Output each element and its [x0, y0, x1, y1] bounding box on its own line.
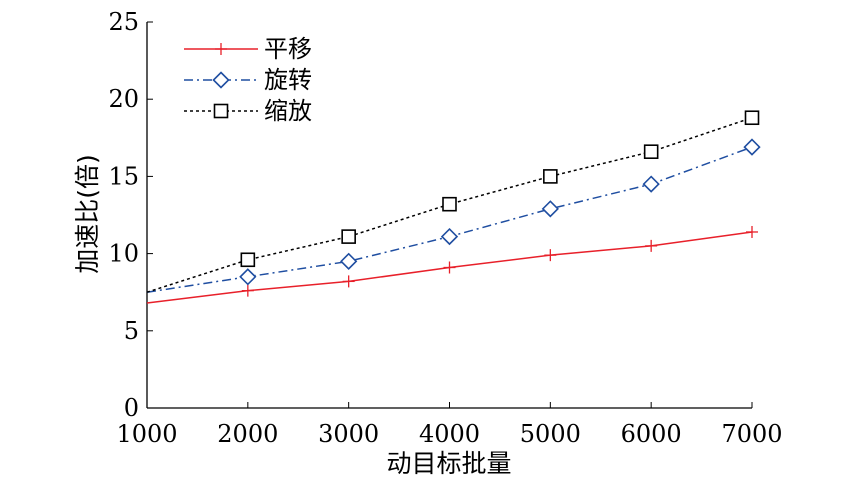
legend-item-旋转: 旋转: [184, 66, 312, 94]
y-tick-label: 10: [108, 240, 139, 268]
series-缩放: [146, 110, 760, 293]
legend-item-缩放: 缩放: [184, 97, 312, 125]
data-point: [341, 229, 356, 244]
series-旋转: [146, 138, 761, 293]
data-point: [645, 239, 658, 252]
x-tick-label: 5000: [520, 420, 581, 448]
legend-label: 平移: [264, 35, 312, 63]
data-point: [440, 227, 459, 246]
data-point: [442, 196, 457, 212]
x-axis-label: 动目标批量: [386, 449, 511, 478]
x-tick-label: 6000: [621, 420, 682, 448]
y-tick-label: 20: [108, 85, 139, 113]
data-point: [744, 110, 760, 126]
x-tick-label: 7000: [721, 420, 782, 448]
legend-marker: [212, 71, 230, 89]
legend-marker: [215, 43, 227, 55]
x-tick-label: 3000: [318, 420, 379, 448]
data-point: [544, 249, 557, 262]
y-tick-label: 5: [124, 317, 139, 345]
y-axis-label: 加速比(倍): [73, 154, 102, 274]
data-point: [241, 284, 254, 297]
y-tick-label: 25: [108, 8, 139, 36]
data-point: [642, 175, 660, 193]
data-point: [340, 252, 358, 270]
data-point: [443, 261, 456, 274]
data-point: [543, 169, 558, 184]
data-point: [240, 252, 256, 268]
data-point: [342, 275, 355, 288]
data-point: [239, 268, 257, 286]
data-point: [643, 144, 659, 159]
data-point: [743, 138, 761, 156]
x-tick-label: 4000: [419, 420, 480, 448]
axes: 0 5 10 15 20 25 1000 2000 3000 4000 5000 6000 7000: [108, 8, 782, 448]
legend-item-平移: 平移: [184, 35, 312, 63]
x-tick-label: 2000: [217, 420, 278, 448]
data-point: [746, 225, 758, 238]
legend-marker: [213, 103, 229, 119]
data-point: [541, 200, 559, 218]
y-tick-label: 0: [124, 394, 139, 422]
x-tick-label: 1000: [116, 420, 177, 448]
plot-area: [146, 110, 761, 304]
legend-label: 缩放: [264, 97, 312, 125]
legend-label: 旋转: [264, 66, 312, 94]
series-平移: [146, 225, 758, 304]
y-tick-label: 15: [108, 162, 139, 190]
